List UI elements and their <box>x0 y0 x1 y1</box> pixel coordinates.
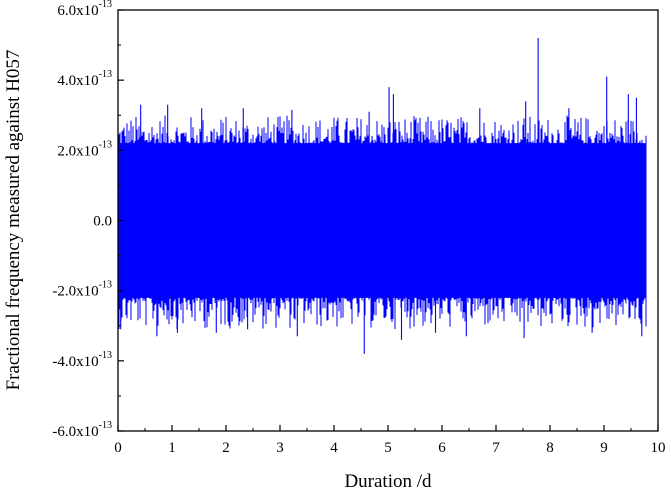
x-tick-label: 3 <box>276 440 284 456</box>
y-tick-label: -2.0x10-13 <box>52 280 112 300</box>
x-tick-label: 2 <box>222 440 230 456</box>
y-axis-label: Fractional frequency measured against H0… <box>3 50 24 391</box>
x-tick-label: 8 <box>546 440 554 456</box>
x-tick-label: 7 <box>492 440 500 456</box>
x-tick-label: 5 <box>384 440 392 456</box>
x-tick-label: 0 <box>114 440 122 456</box>
x-tick-label: 4 <box>330 440 338 456</box>
x-tick-label: 1 <box>168 440 176 456</box>
x-tick-label: 9 <box>600 440 608 456</box>
y-tick-label: -6.0x10-13 <box>52 420 112 440</box>
y-tick-label: -4.0x10-13 <box>52 350 112 370</box>
series-core <box>118 143 647 298</box>
y-tick-label: 4.0x10-13 <box>57 69 112 89</box>
x-axis-label: Duration /d <box>344 471 432 492</box>
data-layer <box>117 38 647 354</box>
x-tick-label: 10 <box>651 440 666 456</box>
y-tick-label: 0.0 <box>93 214 112 230</box>
y-tick-label: 2.0x10-13 <box>57 139 112 159</box>
y-tick-label: 6.0x10-13 <box>57 0 112 19</box>
x-tick-label: 6 <box>438 440 446 456</box>
axis-layer: 0 1 2 3 4 5 6 7 8 9 10 6.0x10-13 4.0x10-13 2.0x10-13 0… <box>52 0 665 456</box>
